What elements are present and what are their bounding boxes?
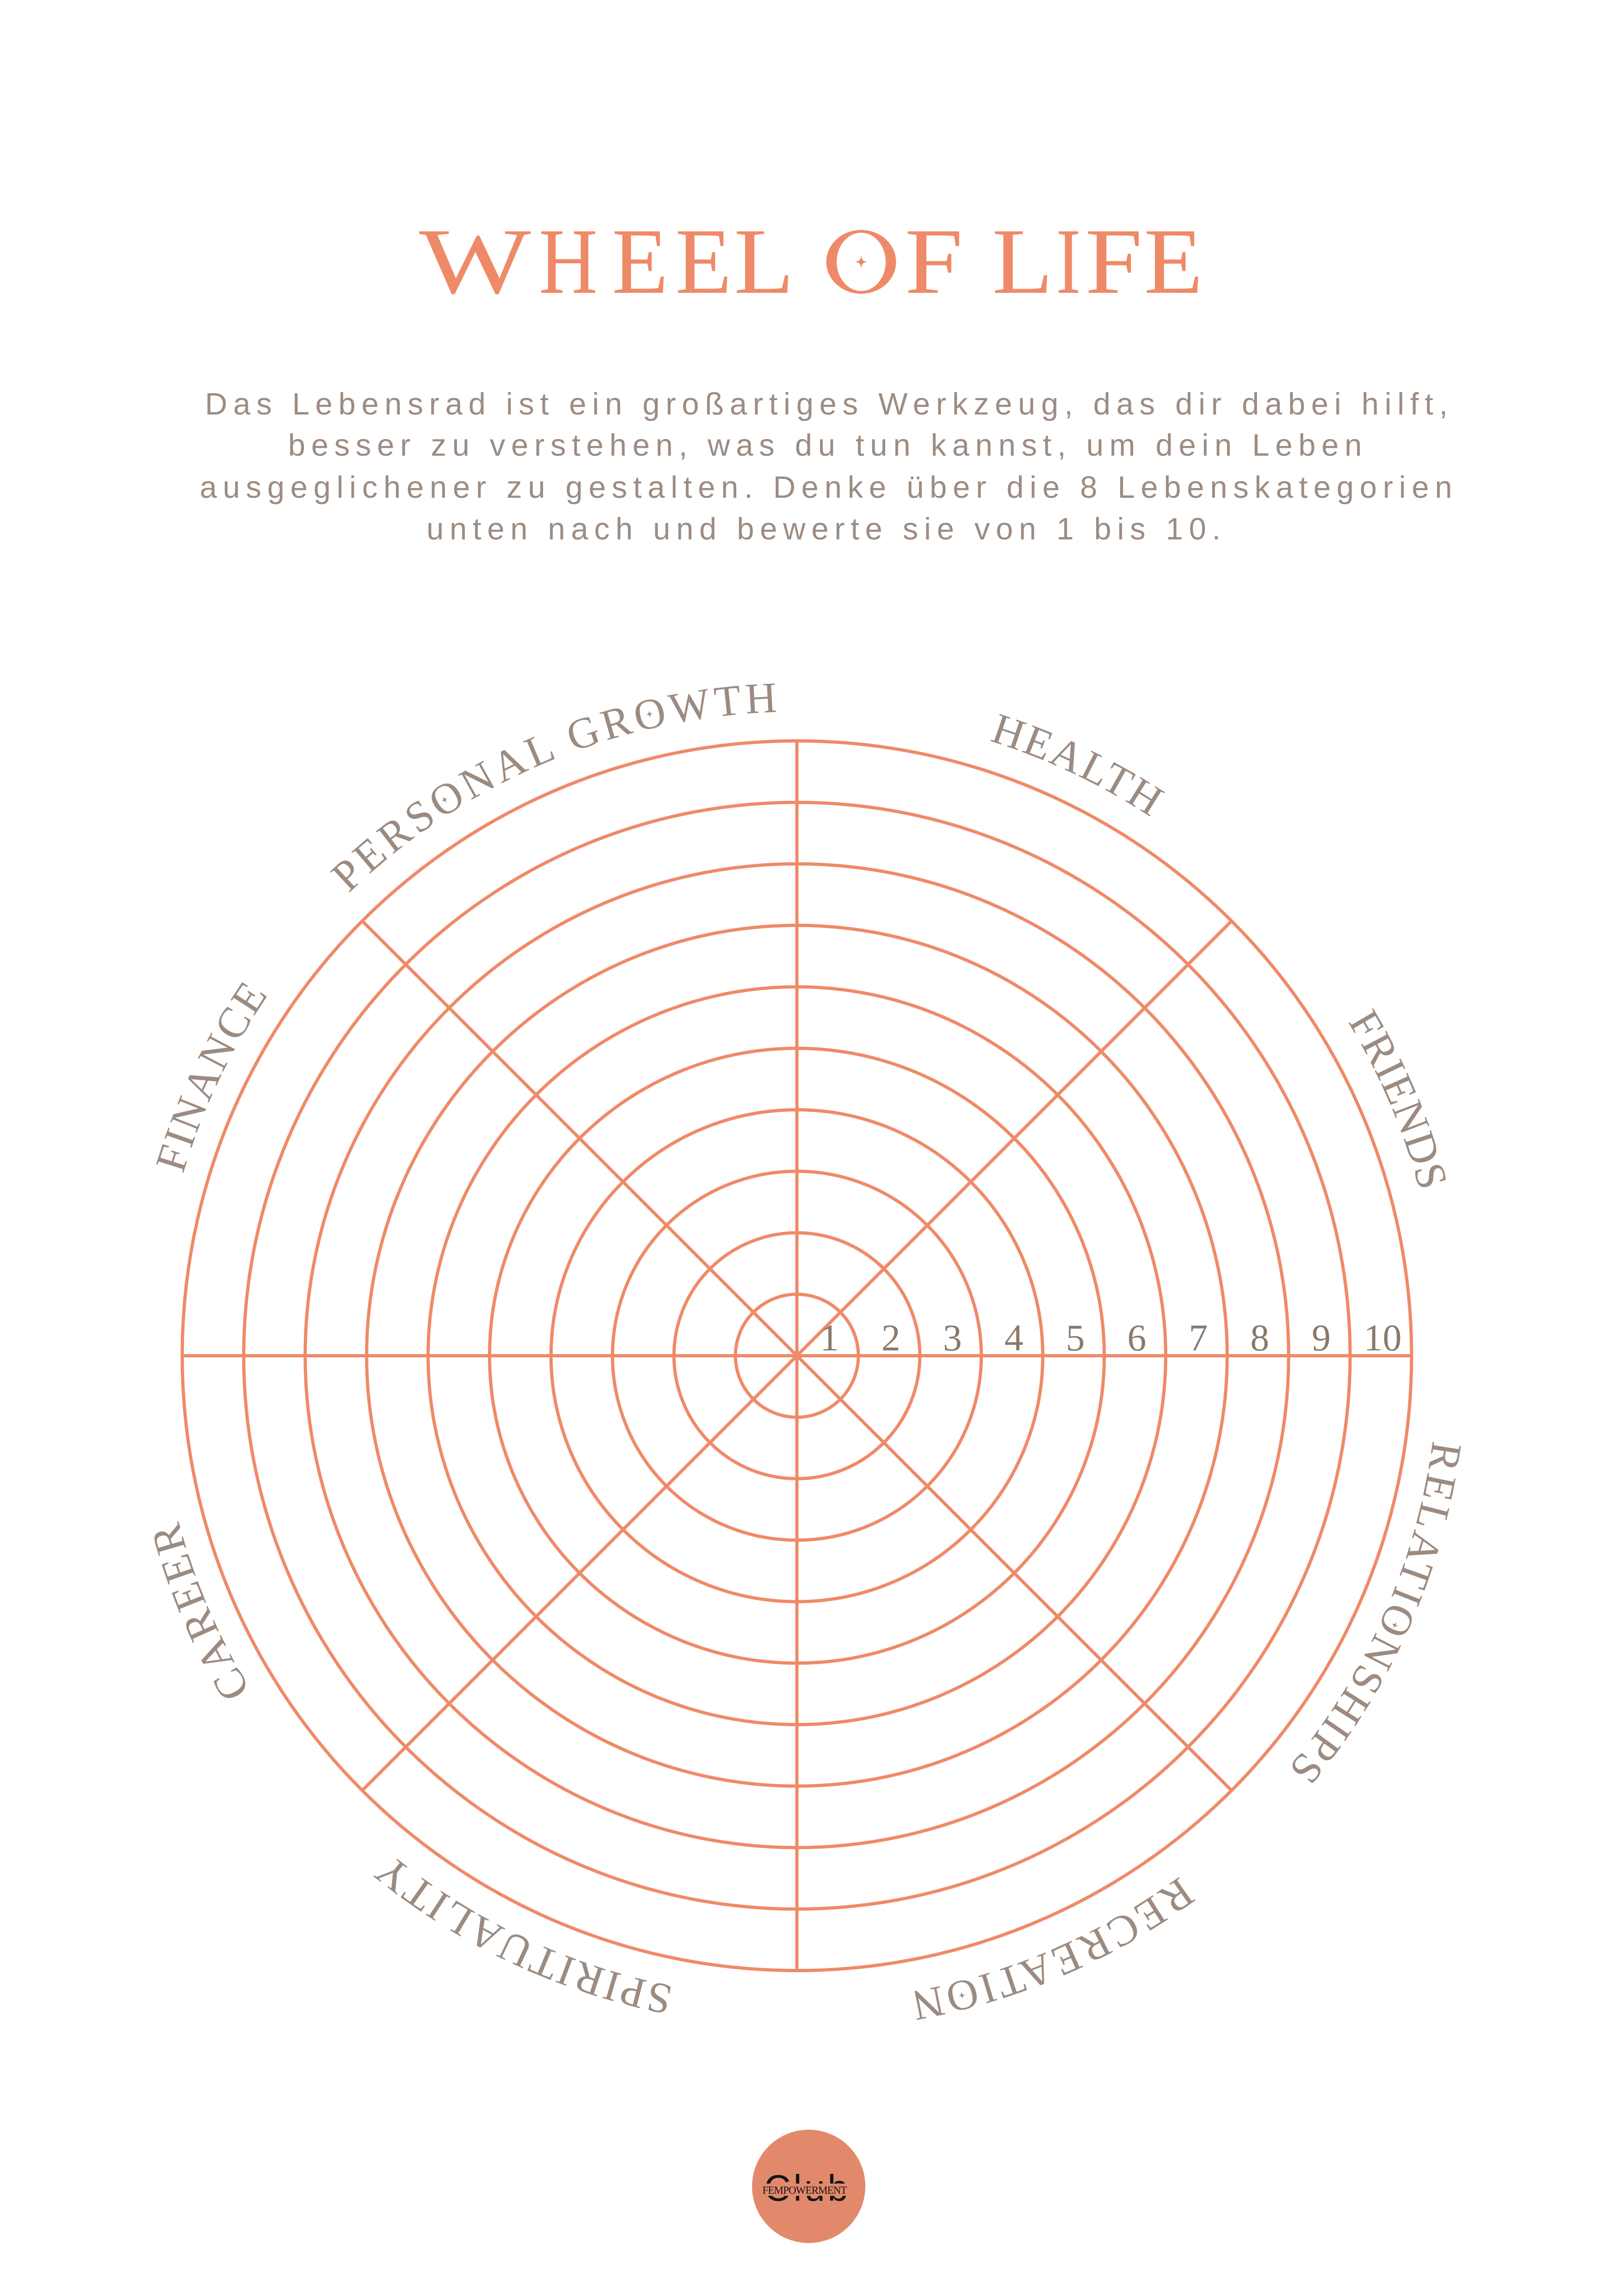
svg-text:W: W (419, 209, 531, 313)
svg-text:4: 4 (1005, 1317, 1024, 1359)
svg-text:ausgeglichener zu gestalten. D: ausgeglichener zu gestalten. Denke über … (200, 470, 1458, 505)
svg-text:10: 10 (1364, 1317, 1402, 1359)
svg-text:L: L (992, 209, 1053, 313)
svg-text:9: 9 (1312, 1317, 1331, 1359)
svg-text:2: 2 (882, 1317, 901, 1359)
svg-text:L: L (734, 209, 794, 313)
svg-text:3: 3 (943, 1317, 962, 1359)
svg-text:I: I (1056, 209, 1081, 313)
svg-text:Das Lebensrad ist ein großarti: Das Lebensrad ist ein großartiges Werkze… (205, 387, 1454, 421)
svg-text:8: 8 (1250, 1317, 1269, 1359)
svg-text:6: 6 (1127, 1317, 1146, 1359)
svg-text:5: 5 (1066, 1317, 1085, 1359)
svg-text:E: E (612, 209, 668, 313)
svg-text:F: F (905, 209, 963, 313)
svg-text:1: 1 (820, 1317, 839, 1359)
svg-text:E: E (675, 209, 732, 313)
svg-text:H: H (539, 209, 598, 313)
svg-text:7: 7 (1189, 1317, 1208, 1359)
svg-text:E: E (1144, 209, 1203, 313)
svg-text:F: F (1085, 209, 1142, 313)
svg-text:unten nach und bewerte sie von: unten nach und bewerte sie von 1 bis 10. (426, 512, 1227, 546)
svg-text:besser zu verstehen, was du tu: besser zu verstehen, was du tun kannst, … (288, 428, 1368, 463)
svg-text:FEMPOWERMENT: FEMPOWERMENT (763, 2185, 847, 2196)
